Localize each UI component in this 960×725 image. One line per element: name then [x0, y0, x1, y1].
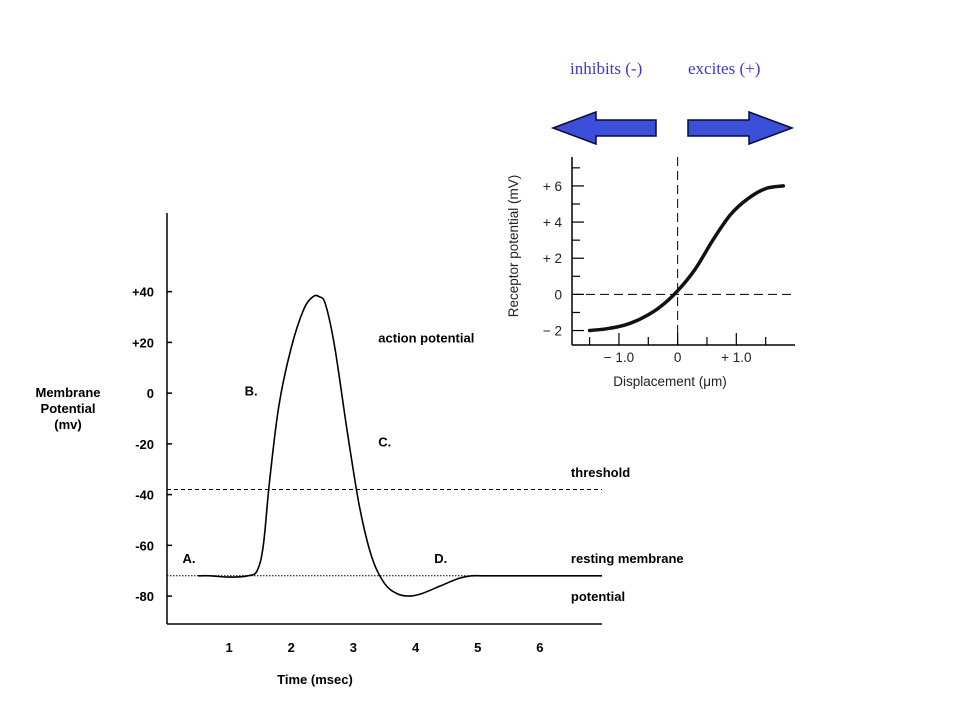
x-tick-label: − 1.0	[604, 350, 634, 365]
arrow-right-icon	[687, 110, 795, 146]
x-tick-label: 0	[674, 350, 682, 365]
excites-label: excites (+)	[688, 59, 760, 78]
annotation-label: potential	[571, 589, 625, 604]
action-potential-curve	[198, 294, 602, 597]
x-axis-label: Displacement (μm)	[613, 374, 727, 389]
annotation-label: action potential	[378, 330, 474, 345]
y-axis-label-line-2: Potential	[41, 401, 96, 416]
y-tick-label: 0	[554, 287, 562, 302]
inhibits-label: inhibits (-)	[570, 59, 642, 78]
action-potential-chart: +40 +20 0 -20 -40 -60 -80 1 2 3 4 5 6 action potent…	[35, 213, 684, 687]
x-tick-label: 6	[536, 640, 543, 655]
x-axis-label: Time (msec)	[277, 672, 353, 687]
y-tick-label: +40	[132, 285, 154, 300]
annotation-label: B.	[245, 384, 258, 399]
y-tick-label: +20	[132, 335, 154, 350]
annotation-label: A.	[183, 551, 196, 566]
y-tick-label: -60	[135, 538, 154, 553]
y-tick-label: + 6	[543, 179, 562, 194]
y-axis-label-line-1: Membrane	[35, 385, 100, 400]
y-axis-label-line-3: (mv)	[54, 417, 81, 432]
x-tick-label: 4	[412, 640, 420, 655]
x-tick-label: + 1.0	[721, 350, 751, 365]
x-tick-label: 1	[226, 640, 233, 655]
annotation-label: C.	[378, 434, 391, 449]
y-tick-label: 0	[147, 386, 154, 401]
x-tick-label: 5	[474, 640, 481, 655]
annotation-label: resting membrane	[571, 551, 684, 566]
y-tick-label: + 4	[543, 215, 563, 230]
annotation-label: D.	[434, 551, 447, 566]
y-axis-label: Receptor potential (mV)	[506, 175, 521, 318]
receptor-potential-chart: + 6 + 4 + 2 0 − 2 − 1.0 0 + 1.0 Receptor poten…	[506, 157, 795, 389]
y-tick-label: + 2	[543, 251, 562, 266]
y-tick-label: -20	[135, 437, 154, 452]
receptor-curve	[587, 184, 786, 333]
x-tick-label: 2	[288, 640, 295, 655]
annotation-label: threshold	[571, 465, 630, 480]
y-tick-label: -40	[135, 488, 154, 503]
y-tick-label: − 2	[543, 324, 562, 339]
x-tick-label: 3	[350, 640, 357, 655]
y-tick-label: -80	[135, 589, 154, 604]
arrow-left-icon	[550, 110, 657, 146]
